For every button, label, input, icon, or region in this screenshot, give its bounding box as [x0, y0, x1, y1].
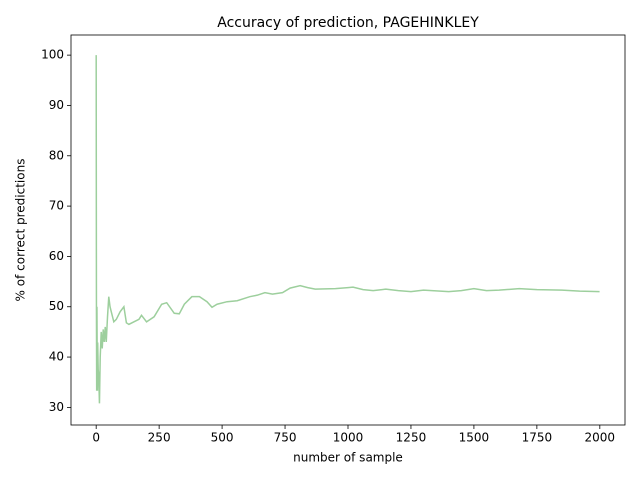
plot-frame — [70, 34, 626, 426]
x-tick-label: 500 — [211, 431, 234, 445]
x-tick-label: 1250 — [396, 431, 427, 445]
y-axis-label: % of correct predictions — [14, 159, 28, 302]
y-tick-label: 60 — [49, 249, 64, 263]
x-tick-label: 1750 — [522, 431, 553, 445]
x-axis-label: number of sample — [293, 451, 403, 465]
y-tick-label: 100 — [41, 48, 64, 62]
data-line — [95, 55, 600, 404]
y-tick-label: 50 — [49, 299, 64, 313]
y-tick-label: 90 — [49, 98, 64, 112]
y-tick-label: 30 — [49, 400, 64, 414]
x-tick-label: 1500 — [459, 431, 490, 445]
x-tick-label: 750 — [274, 431, 297, 445]
chart-title: Accuracy of prediction, PAGEHINKLEY — [217, 15, 479, 31]
x-tick-label: 0 — [92, 431, 100, 445]
y-tick-label: 80 — [49, 148, 64, 162]
y-tick-label: 70 — [49, 199, 64, 213]
y-tick-label: 40 — [49, 350, 64, 364]
x-tick-label: 250 — [148, 431, 171, 445]
x-tick-label: 1000 — [333, 431, 364, 445]
x-tick-label: 2000 — [585, 431, 616, 445]
